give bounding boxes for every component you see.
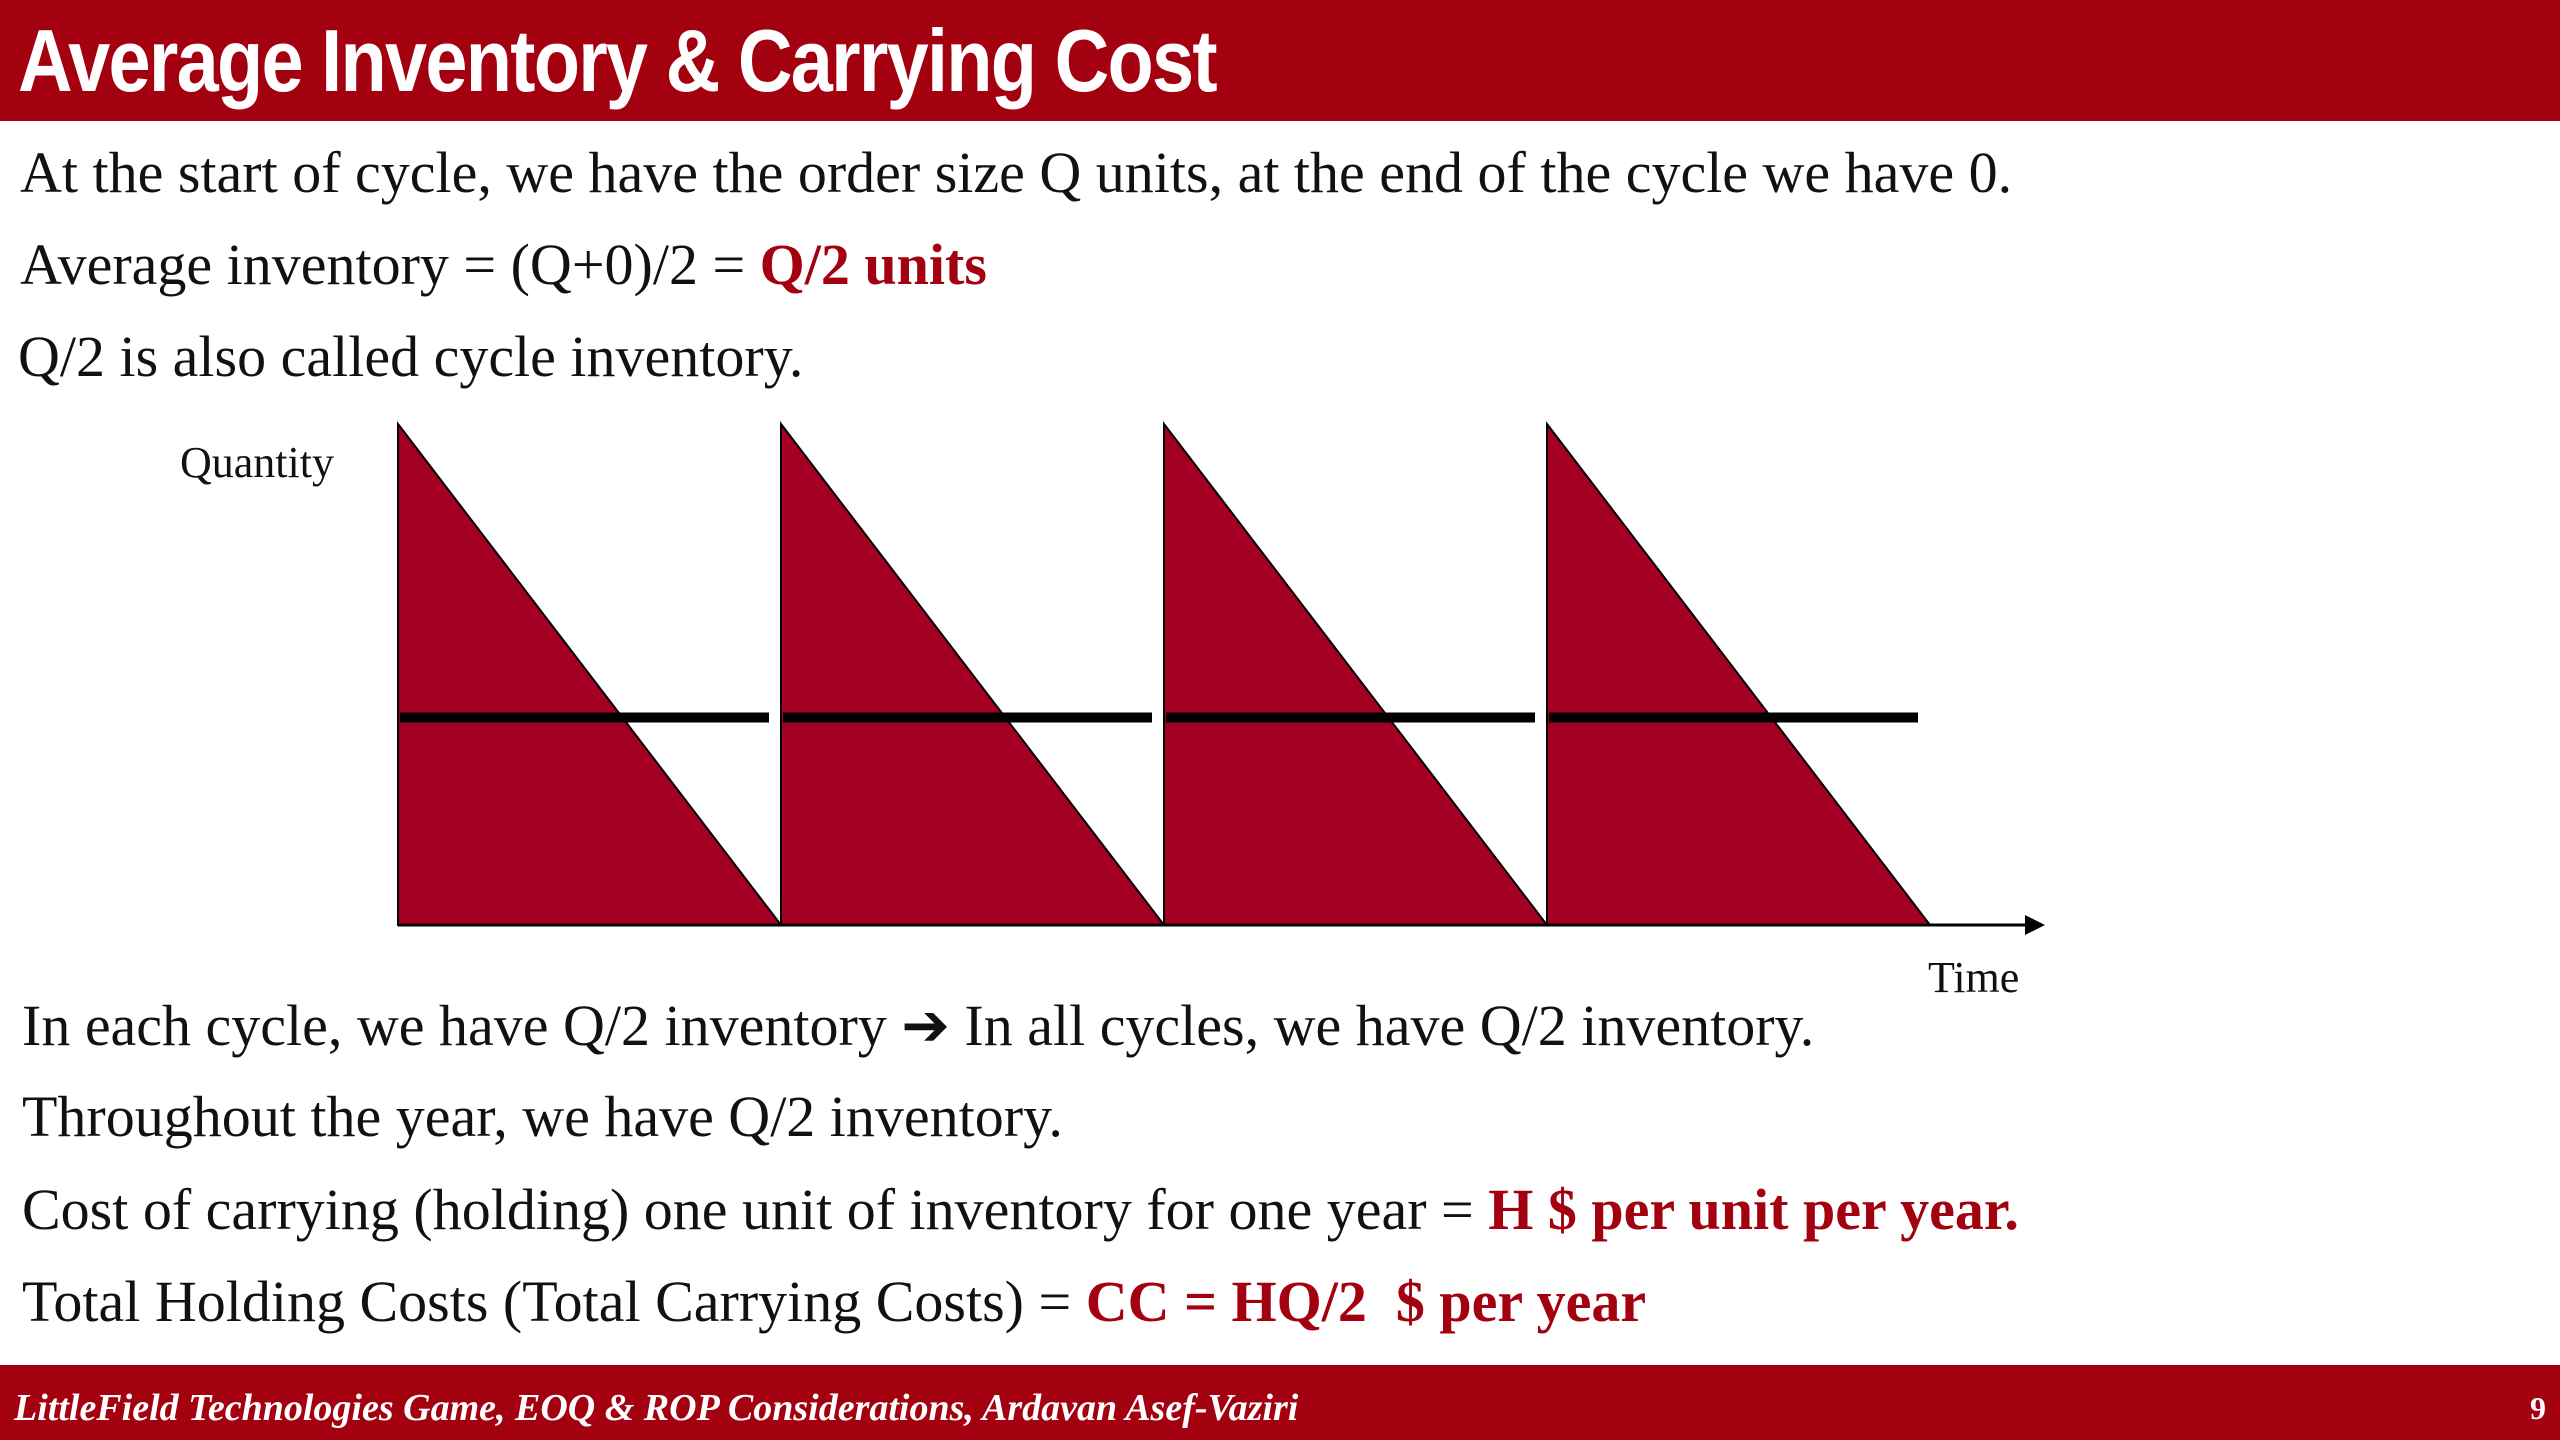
all-cycles-text: In all cycles, we have Q/2 inventory. [949, 993, 1815, 1058]
each-cycle-text: In each cycle, we have Q/2 inventory [22, 993, 902, 1058]
inventory-sawtooth-diagram [397, 421, 2045, 935]
page-number: 9 [2530, 1390, 2546, 1426]
implies-arrow-icon: ➔ [901, 991, 950, 1059]
x-axis-arrow-icon [2025, 915, 2045, 935]
intro-line-2: Average inventory = (Q+0)/2 = Q/2 units [20, 230, 987, 300]
body-line-6: Cost of carrying (holding) one unit of i… [22, 1175, 2019, 1245]
inventory-cycle-triangle [780, 421, 1167, 926]
holding-cost-value: H $ per unit per year. [1488, 1177, 2019, 1242]
body-line-5: Throughout the year, we have Q/2 invento… [22, 1084, 1063, 1149]
footer-bar [0, 1365, 2560, 1440]
body-line-4: In each cycle, we have Q/2 inventory ➔ I… [22, 990, 1814, 1061]
average-inventory-text: Average inventory = (Q+0)/2 = [20, 232, 760, 297]
holding-cost-text: Cost of carrying (holding) one unit of i… [22, 1177, 1489, 1242]
inventory-cycle-triangle [1163, 421, 1550, 926]
total-holding-cost-value: CC = HQ/2 $ per year [1085, 1269, 1647, 1334]
slide-title: Average Inventory & Carrying Cost [18, 11, 1218, 110]
total-holding-cost-text: Total Holding Costs (Total Carrying Cost… [22, 1269, 1086, 1334]
intro-line-1: At the start of cycle, we have the order… [20, 140, 2013, 205]
intro-line-3: Q/2 is also called cycle inventory. [18, 324, 804, 389]
body-line-7: Total Holding Costs (Total Carrying Cost… [22, 1267, 1646, 1337]
footer-text: LittleField Technologies Game, EOQ & ROP… [14, 1387, 1299, 1429]
y-axis-label: Quantity [180, 438, 334, 487]
title-bar [0, 0, 2560, 121]
inventory-cycle-triangle [397, 421, 784, 926]
inventory-cycle-triangle [1546, 421, 1933, 926]
average-inventory-value: Q/2 units [759, 232, 987, 297]
x-axis-label: Time [1928, 953, 2020, 1002]
